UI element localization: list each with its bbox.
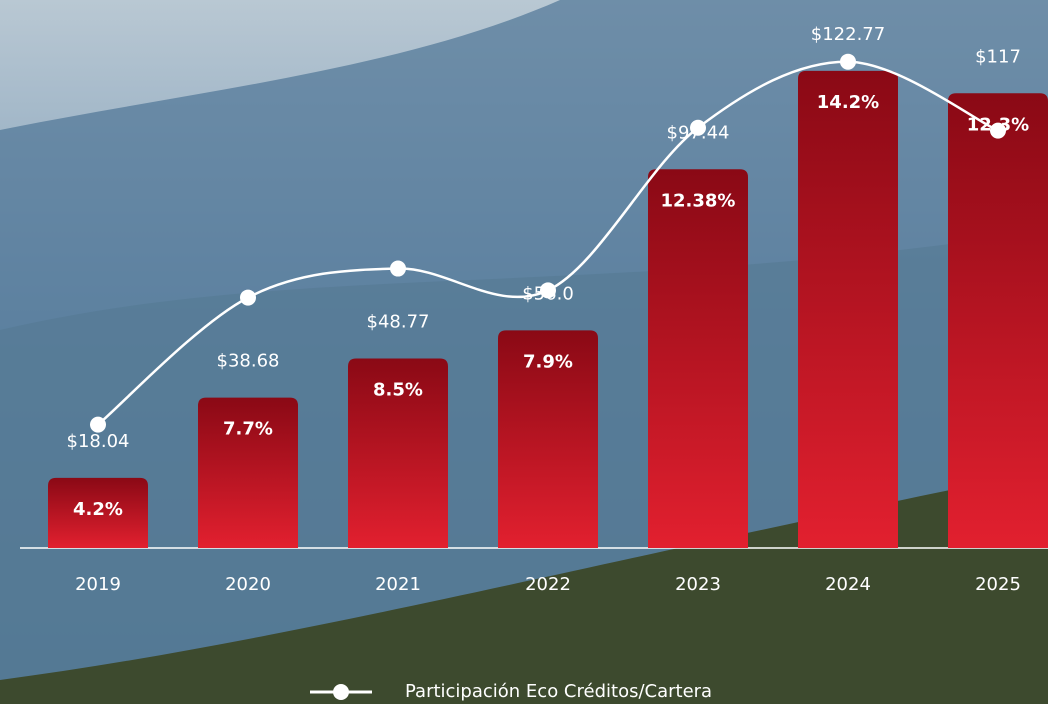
line-value-label: 7.7% [223,419,273,440]
bar [798,71,898,548]
x-tick-label: 2020 [225,574,271,595]
line-value-label: 14.2% [817,92,879,113]
legend-marker [333,684,349,700]
x-tick-label: 2021 [375,574,421,595]
line-point [690,120,706,136]
bar [648,169,748,548]
x-tick-label: 2023 [675,574,721,595]
line-point [90,417,106,433]
bar-value-label: $48.77 [367,311,430,332]
legend-label: Participación Eco Créditos/Cartera [405,681,712,702]
bar [948,93,1048,548]
line-point [390,261,406,277]
chart: 2019 2020 2021 2022 2023 2024 2025 $18.04 $38.68… [0,0,1048,704]
x-tick-label: 2019 [75,574,121,595]
bar-value-label: $122.77 [811,24,885,45]
x-tick-label: 2025 [975,574,1021,595]
line-value-label: 4.2% [73,499,123,520]
line-value-label: 7.9% [523,351,573,372]
bar-value-label: $117 [975,46,1021,67]
bar-value-label: $38.68 [217,351,280,372]
line-point [240,290,256,306]
x-tick-label: 2022 [525,574,571,595]
line-value-label: 8.5% [373,379,423,400]
line-value-label: 12.38% [661,190,736,211]
line-point [840,54,856,70]
line-point [540,282,556,298]
line-value-label: 12.3% [967,114,1029,135]
x-tick-label: 2024 [825,574,871,595]
bar-value-label: $18.04 [67,431,130,452]
